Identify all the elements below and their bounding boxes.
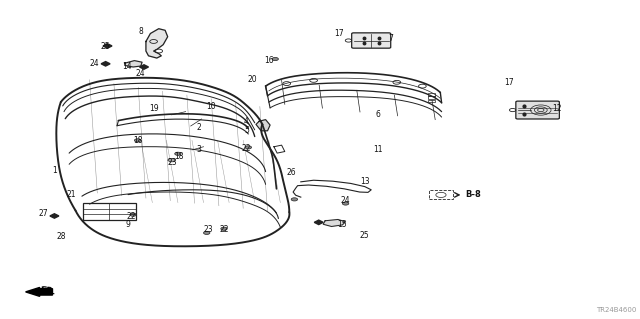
Circle shape	[342, 202, 349, 205]
Text: 24: 24	[136, 69, 146, 78]
FancyArrow shape	[26, 287, 52, 296]
Text: 18: 18	[133, 136, 142, 145]
Text: 18: 18	[175, 152, 184, 161]
Text: 22: 22	[242, 144, 251, 153]
Text: 3: 3	[196, 145, 201, 154]
FancyBboxPatch shape	[352, 33, 390, 48]
Text: 6: 6	[375, 110, 380, 119]
Text: TR24B4600: TR24B4600	[596, 307, 637, 313]
Text: 24: 24	[90, 59, 100, 68]
Circle shape	[175, 152, 181, 155]
Text: 20: 20	[248, 75, 258, 84]
Text: 17: 17	[504, 78, 514, 87]
Polygon shape	[50, 214, 59, 218]
FancyBboxPatch shape	[516, 101, 559, 119]
Text: 10: 10	[206, 102, 216, 111]
Text: 28: 28	[56, 232, 65, 241]
Text: 2: 2	[196, 123, 201, 132]
Polygon shape	[140, 65, 148, 69]
Text: 4: 4	[244, 117, 249, 126]
Text: 26: 26	[286, 168, 296, 177]
Text: 13: 13	[360, 177, 370, 186]
Polygon shape	[256, 120, 270, 131]
Text: 27: 27	[38, 209, 49, 218]
Text: 23: 23	[203, 225, 213, 234]
Text: 9: 9	[125, 220, 131, 229]
Text: 14: 14	[122, 63, 132, 71]
Circle shape	[272, 57, 278, 61]
Text: 21: 21	[67, 190, 76, 199]
Polygon shape	[168, 159, 175, 162]
Polygon shape	[103, 44, 112, 48]
Text: 17: 17	[334, 29, 344, 38]
Text: 12: 12	[552, 104, 561, 113]
Text: FR.: FR.	[40, 286, 57, 297]
Text: B-8: B-8	[465, 190, 481, 199]
Text: 11: 11	[373, 145, 382, 154]
Text: 15: 15	[337, 220, 348, 229]
Text: 19: 19	[148, 104, 159, 113]
Text: 16: 16	[264, 56, 274, 65]
Circle shape	[134, 139, 141, 142]
Circle shape	[204, 231, 210, 234]
Text: 23: 23	[168, 158, 178, 167]
Text: 22: 22	[127, 212, 136, 221]
Text: 8: 8	[138, 27, 143, 36]
Text: 24: 24	[340, 197, 351, 205]
Circle shape	[130, 213, 136, 216]
Circle shape	[221, 227, 227, 230]
Circle shape	[245, 146, 252, 149]
Polygon shape	[323, 219, 346, 226]
Polygon shape	[146, 29, 168, 58]
Text: 22: 22	[220, 225, 228, 234]
Circle shape	[291, 198, 298, 201]
Polygon shape	[314, 220, 323, 225]
Text: 5: 5	[244, 126, 249, 135]
Text: 25: 25	[100, 42, 111, 51]
Text: 1: 1	[52, 166, 57, 175]
Polygon shape	[101, 62, 110, 66]
Text: 25: 25	[360, 231, 370, 240]
Text: 7: 7	[388, 34, 393, 43]
Polygon shape	[125, 61, 142, 67]
